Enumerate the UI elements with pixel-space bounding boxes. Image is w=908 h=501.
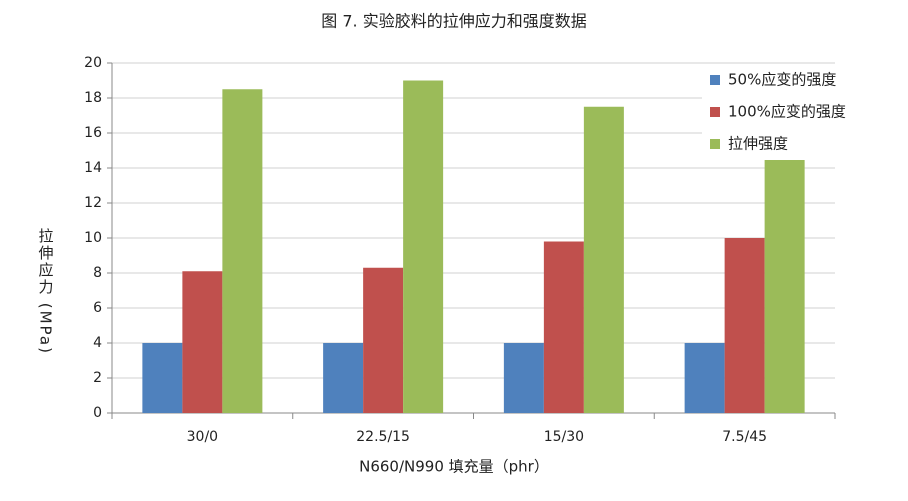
bar <box>182 271 223 413</box>
legend-box <box>702 64 872 160</box>
bar <box>142 343 183 413</box>
legend-swatch <box>710 75 720 85</box>
y-axis-label: 拉伸应力 (MPa) <box>37 228 55 355</box>
chart-title: 图 7. 实验胶料的拉伸应力和强度数据 <box>321 12 586 31</box>
legend-label: 100%应变的强度 <box>728 103 846 121</box>
x-tick-label: 30/0 <box>187 429 218 445</box>
y-tick-label: 8 <box>93 265 102 281</box>
bar <box>403 80 444 413</box>
y-tick-label: 20 <box>84 55 102 71</box>
x-tick-label: 15/30 <box>544 429 584 445</box>
legend-label: 50%应变的强度 <box>728 71 836 89</box>
y-tick-label: 12 <box>84 195 102 211</box>
bar <box>222 89 263 413</box>
y-tick-label: 14 <box>84 160 102 176</box>
bar <box>724 238 765 413</box>
x-axis-label: N660/N990 填充量（phr） <box>359 458 549 476</box>
legend-swatch <box>710 139 720 149</box>
y-tick-label: 4 <box>93 335 102 351</box>
bar <box>543 241 584 413</box>
x-tick-label: 22.5/15 <box>356 429 410 445</box>
bar <box>503 343 544 413</box>
y-tick-label: 18 <box>84 90 102 106</box>
y-tick-label: 16 <box>84 125 102 141</box>
bar <box>583 106 624 413</box>
legend-swatch <box>710 107 720 117</box>
bar <box>363 267 404 413</box>
legend-label: 拉伸强度 <box>728 135 788 153</box>
bar <box>323 343 364 413</box>
bar <box>684 343 725 413</box>
y-tick-label: 10 <box>84 230 102 246</box>
y-tick-label: 0 <box>93 405 102 421</box>
x-tick-label: 7.5/45 <box>722 429 767 445</box>
y-tick-label: 6 <box>93 300 102 316</box>
y-tick-label: 2 <box>93 370 102 386</box>
